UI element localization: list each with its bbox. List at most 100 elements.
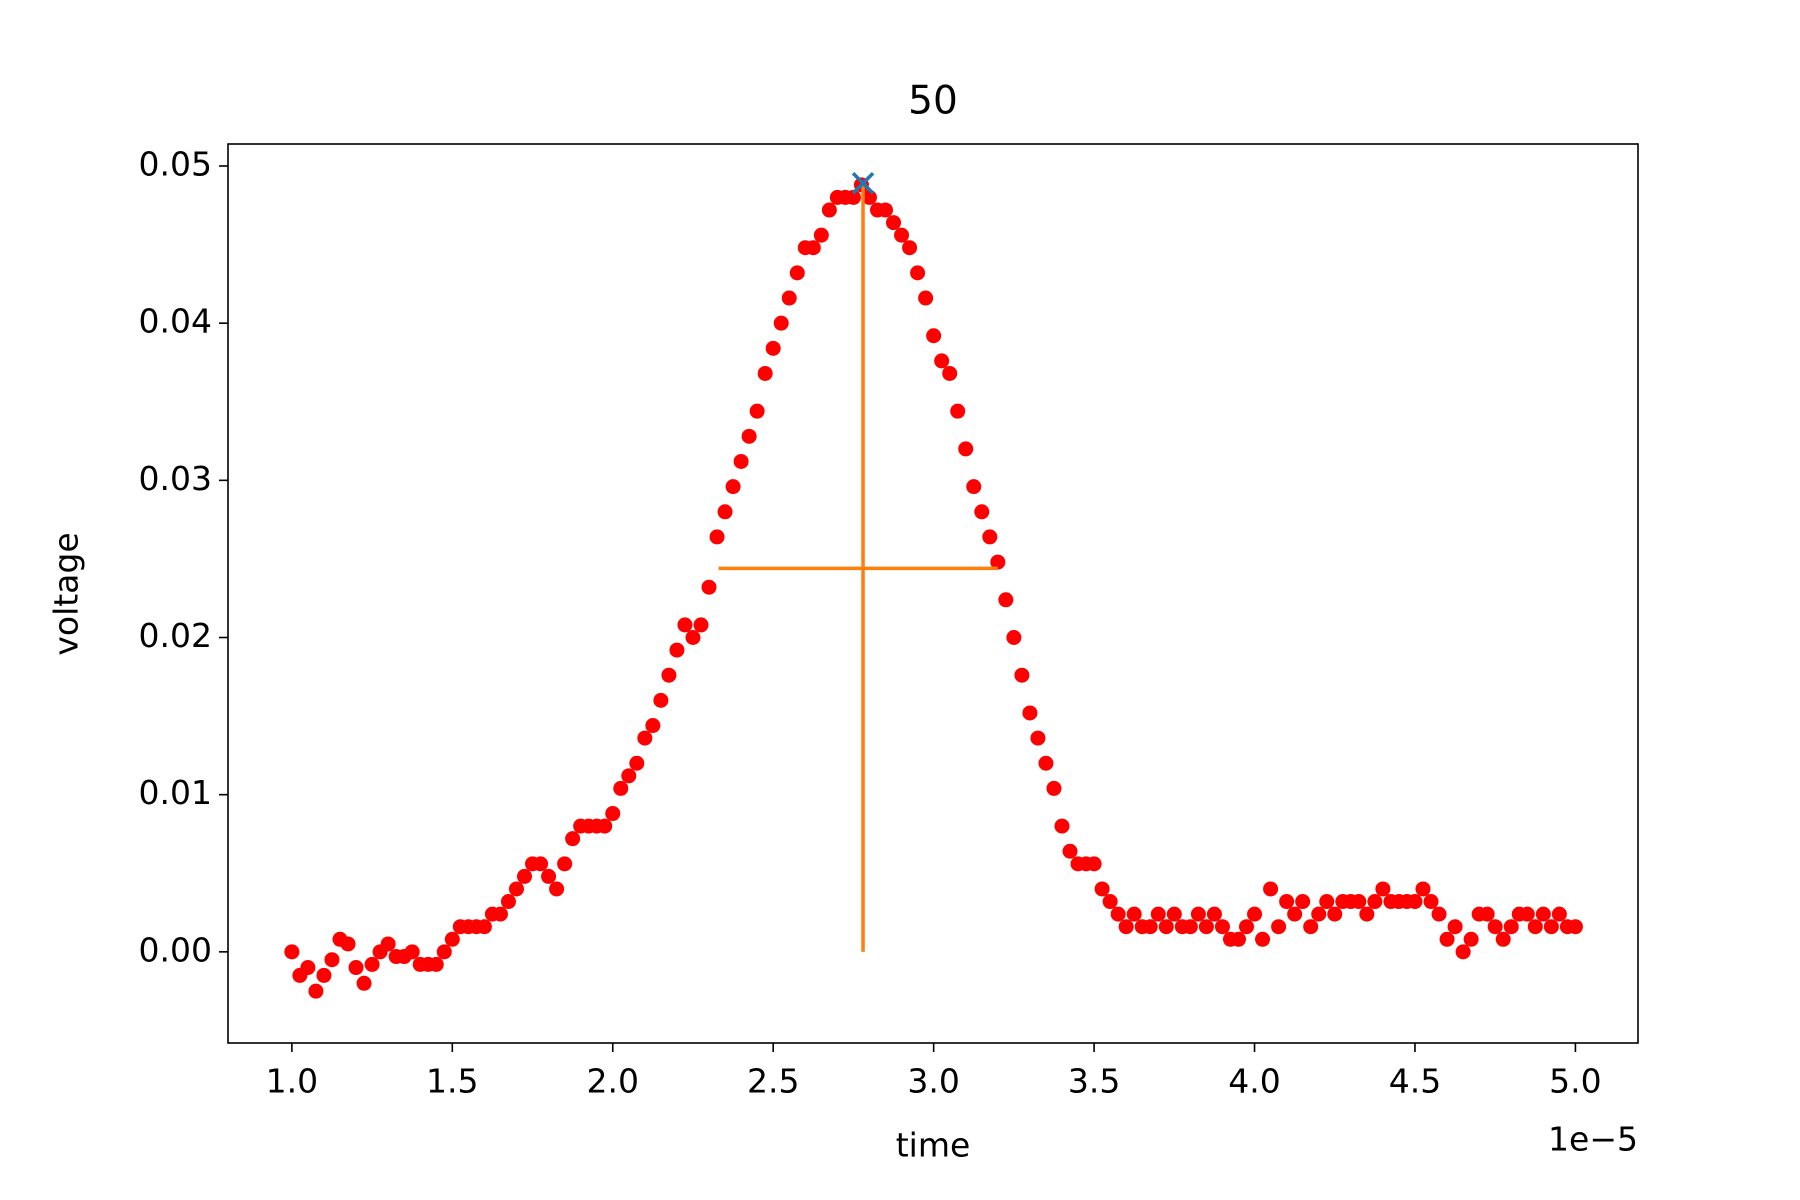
data-point [1094, 881, 1110, 897]
data-point [982, 529, 998, 545]
data-point [878, 202, 894, 218]
data-point [300, 960, 316, 976]
data-point [1190, 906, 1206, 922]
x-tick-label: 5.0 [1549, 1062, 1601, 1101]
data-point [1255, 931, 1271, 947]
y-tick-label: 0.03 [139, 459, 212, 498]
data-point [701, 579, 717, 595]
data-point [653, 692, 669, 708]
data-point [1086, 856, 1102, 872]
data-point [284, 944, 300, 960]
data-point [1046, 780, 1062, 796]
data-point [557, 856, 573, 872]
data-point [805, 240, 821, 256]
data-point [1279, 894, 1295, 910]
data-point [1271, 919, 1287, 935]
data-point [757, 365, 773, 381]
data-point [1158, 919, 1174, 935]
data-point [1150, 906, 1166, 922]
data-point [1062, 843, 1078, 859]
data-point [1230, 931, 1246, 947]
data-point [1479, 906, 1495, 922]
data-point [508, 881, 524, 897]
data-point [1214, 919, 1230, 935]
data-point [1038, 755, 1054, 771]
data-point [428, 956, 444, 972]
data-point [1166, 906, 1182, 922]
data-point [565, 831, 581, 847]
data-point [549, 881, 565, 897]
data-point [998, 592, 1014, 608]
data-point [1311, 906, 1327, 922]
y-tick-label: 0.04 [139, 302, 212, 341]
data-point [1239, 919, 1255, 935]
data-point [942, 365, 958, 381]
data-point [1182, 919, 1198, 935]
data-point [1551, 906, 1567, 922]
data-point [1030, 730, 1046, 746]
data-point [918, 290, 934, 306]
x-tick-label: 2.0 [587, 1062, 639, 1101]
data-point [813, 227, 829, 243]
data-point [910, 265, 926, 281]
data-point [685, 630, 701, 646]
data-point [517, 868, 533, 884]
data-point [1006, 630, 1022, 646]
data-point [541, 868, 557, 884]
y-tick-label: 0.01 [139, 773, 212, 812]
data-point [1359, 906, 1375, 922]
data-point [765, 340, 781, 356]
data-point [1567, 919, 1583, 935]
x-tick-label: 3.0 [907, 1062, 959, 1101]
data-point [613, 780, 629, 796]
data-point [725, 479, 741, 495]
data-point [1423, 894, 1439, 910]
data-point [950, 403, 966, 419]
data-point [1327, 906, 1343, 922]
data-point [436, 944, 452, 960]
chart-title: 50 [908, 79, 958, 124]
data-point [308, 983, 324, 999]
data-point [1351, 894, 1367, 910]
data-point [492, 906, 508, 922]
data-point [1295, 894, 1311, 910]
data-point [476, 919, 492, 935]
data-point [749, 403, 765, 419]
data-point [1463, 931, 1479, 947]
data-point [1126, 906, 1142, 922]
x-tick-label: 2.5 [747, 1062, 799, 1101]
data-point [1110, 906, 1126, 922]
data-point [741, 428, 757, 444]
data-point [645, 718, 661, 734]
data-point [958, 441, 974, 457]
x-tick-label: 1.0 [266, 1062, 318, 1101]
data-point [1375, 881, 1391, 897]
data-point [1487, 919, 1503, 935]
data-point [926, 328, 942, 344]
data-point [1535, 906, 1551, 922]
data-point [1022, 705, 1038, 721]
x-tick-label: 4.0 [1228, 1062, 1280, 1101]
data-point [637, 730, 653, 746]
data-point [1303, 919, 1319, 935]
data-point [621, 768, 637, 784]
data-point [677, 617, 693, 633]
data-point [1415, 881, 1431, 897]
data-point [629, 755, 645, 771]
y-tick-label: 0.02 [139, 616, 212, 655]
x-offset-label: 1e−5 [1548, 1120, 1638, 1159]
data-point [1287, 906, 1303, 922]
x-tick-label: 3.5 [1068, 1062, 1120, 1101]
data-point [324, 952, 340, 968]
data-point [1431, 906, 1447, 922]
data-point [789, 265, 805, 281]
data-point [1439, 931, 1455, 947]
data-point [886, 215, 902, 231]
data-point [934, 353, 950, 369]
data-point [1206, 906, 1222, 922]
data-point [340, 936, 356, 952]
data-point [356, 975, 372, 991]
data-point [533, 856, 549, 872]
x-axis-label: time [896, 1126, 971, 1165]
